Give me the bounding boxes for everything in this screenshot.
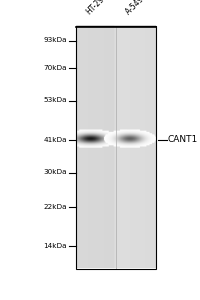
Text: 30kDa: 30kDa — [44, 169, 67, 175]
Text: HT-29: HT-29 — [85, 0, 107, 16]
Text: 93kDa: 93kDa — [44, 38, 67, 44]
Text: 14kDa: 14kDa — [44, 243, 67, 249]
Text: 70kDa: 70kDa — [44, 64, 67, 70]
Text: 53kDa: 53kDa — [44, 98, 67, 103]
Text: 41kDa: 41kDa — [44, 136, 67, 142]
Text: 22kDa: 22kDa — [44, 204, 67, 210]
Text: A-549: A-549 — [124, 0, 146, 16]
Bar — [76, 26, 156, 269]
Text: CANT1: CANT1 — [168, 135, 198, 144]
